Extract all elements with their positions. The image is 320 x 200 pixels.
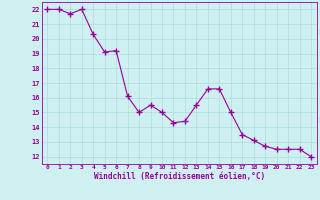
X-axis label: Windchill (Refroidissement éolien,°C): Windchill (Refroidissement éolien,°C) (94, 172, 265, 181)
